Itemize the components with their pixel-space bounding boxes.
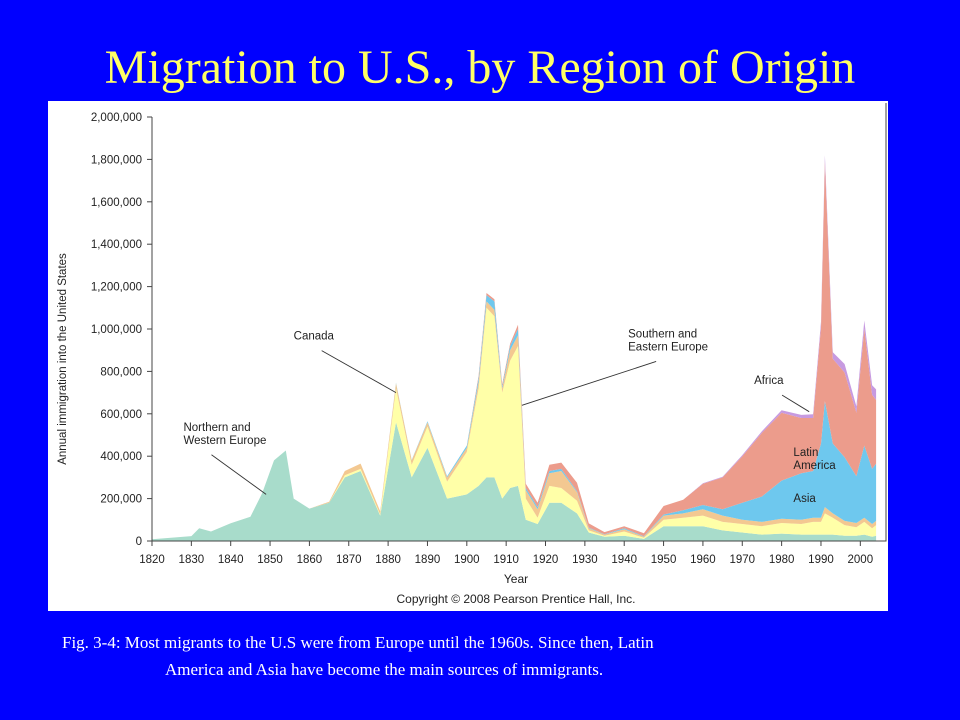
y-tick-label: 1,000,000 — [91, 324, 142, 336]
y-tick-label: 1,600,000 — [91, 197, 142, 209]
chart-panel: 0 200,000 400,000 600,000 800,000 1,000,000 1,… — [48, 101, 888, 611]
y-tick-label: 1,200,000 — [91, 282, 142, 294]
annotation-label: America — [793, 460, 836, 472]
y-axis-label: Annual immigration into the United State… — [57, 253, 69, 465]
migration-area-chart: 0 200,000 400,000 600,000 800,000 1,000,000 1,… — [57, 103, 887, 606]
x-tick-label: 1970 — [729, 554, 755, 566]
y-tick-label: 400,000 — [100, 451, 142, 463]
annotation-label: Asia — [793, 493, 816, 505]
x-tick-label: 1920 — [533, 554, 559, 566]
area-series-2 — [152, 307, 877, 540]
annotation-leader — [781, 394, 810, 413]
area-series-3 — [152, 301, 877, 540]
x-tick-label: 1940 — [611, 554, 637, 566]
chart-axes: 0 200,000 400,000 600,000 800,000 1,000,000 1,… — [91, 103, 887, 566]
annotation-label: Africa — [754, 375, 784, 387]
x-tick-label: 1960 — [690, 554, 716, 566]
area-layers — [152, 155, 877, 541]
x-tick-label: 1890 — [415, 554, 441, 566]
x-tick-label: 2000 — [848, 554, 874, 566]
x-tick-label: 1850 — [257, 554, 283, 566]
x-tick-label: 1880 — [375, 554, 401, 566]
x-tick-label: 1990 — [808, 554, 834, 566]
x-tick-label: 1860 — [297, 554, 323, 566]
caption-line-2: America and Asia have become the main so… — [165, 660, 604, 679]
annotation-leader — [211, 454, 267, 495]
annotation-label: Southern and — [628, 328, 697, 340]
annotation-leader — [521, 361, 657, 406]
x-axis-label: Year — [504, 572, 528, 586]
y-tick-label: 600,000 — [100, 409, 142, 421]
area-series-1 — [152, 422, 877, 541]
x-tick-label: 1840 — [218, 554, 244, 566]
y-tick-label: 800,000 — [100, 366, 142, 378]
annotation-leader — [321, 350, 397, 393]
x-tick-label: 1950 — [651, 554, 677, 566]
x-tick-label: 1820 — [139, 554, 165, 566]
caption-line-1: Fig. 3-4: Most migrants to the U.S were … — [62, 633, 654, 652]
annotation-label: Northern and — [183, 422, 250, 434]
y-tick-label: 2,000,000 — [91, 112, 142, 124]
x-tick-label: 1980 — [769, 554, 795, 566]
y-tick-label: 0 — [136, 536, 142, 548]
area-series-4 — [152, 295, 877, 540]
annotation-label: Canada — [294, 331, 335, 343]
annotation-label: Western Europe — [183, 435, 266, 447]
y-tick-label: 200,000 — [100, 494, 142, 506]
slide-title: Migration to U.S., by Region of Origin — [104, 41, 856, 94]
x-tick-label: 1830 — [179, 554, 205, 566]
x-tick-label: 1910 — [493, 554, 519, 566]
annotation-label: Eastern Europe — [628, 341, 708, 353]
x-tick-label: 1930 — [572, 554, 598, 566]
y-tick-label: 1,400,000 — [91, 239, 142, 251]
y-tick-label: 1,800,000 — [91, 154, 142, 166]
annotation-label: Latin — [793, 447, 818, 459]
x-tick-label: 1900 — [454, 554, 480, 566]
x-tick-label: 1870 — [336, 554, 362, 566]
copyright-text: Copyright © 2008 Pearson Prentice Hall, … — [397, 592, 636, 606]
